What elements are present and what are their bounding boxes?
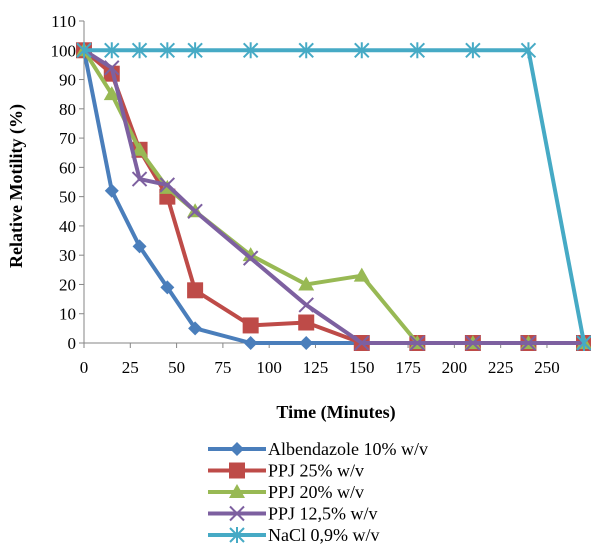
legend-label: PPJ 12,5% w/v <box>268 504 378 524</box>
legend-item: NaCl 0,9% w/v <box>208 525 380 545</box>
x-tick-label: 225 <box>488 358 514 377</box>
y-axis-ticks: 0 10 20 30 40 50 60 70 80 90 100 110 <box>51 12 84 353</box>
data-point <box>354 335 370 351</box>
y-tick-label: 0 <box>68 334 77 353</box>
legend-marker <box>229 505 245 522</box>
data-point <box>131 141 148 156</box>
data-point <box>187 282 204 299</box>
data-point <box>104 42 120 59</box>
data-point <box>298 297 314 313</box>
series-1 <box>77 43 591 350</box>
x-tick-label: 150 <box>349 358 375 377</box>
series-line <box>82 48 584 345</box>
y-tick-label: 40 <box>59 217 76 236</box>
data-point <box>354 42 370 59</box>
x-axis-ticks: 0 25 50 75 100 125 150 175 200 225 250 <box>80 343 560 377</box>
data-point <box>131 42 148 59</box>
data-point <box>298 314 315 331</box>
legend-marker <box>229 527 245 543</box>
x-tick-label: 100 <box>256 358 282 377</box>
data-point <box>242 42 259 59</box>
data-point <box>576 335 591 351</box>
legend-label: PPJ 25% w/v <box>268 461 364 481</box>
series-line <box>82 49 584 345</box>
data-point <box>242 247 259 262</box>
y-tick-label: 90 <box>59 71 76 90</box>
y-tick-label: 20 <box>59 275 76 294</box>
legend-item: PPJ 20% w/v <box>208 482 364 502</box>
y-tick-label: 80 <box>59 100 76 119</box>
y-tick-label: 50 <box>59 188 76 207</box>
data-point <box>131 171 148 187</box>
x-tick-label: 125 <box>303 358 329 377</box>
x-tick-label: 250 <box>534 358 560 377</box>
data-point <box>160 280 175 295</box>
data-point <box>520 42 537 59</box>
series-line <box>82 48 584 345</box>
data-point <box>104 183 119 198</box>
data-point <box>298 42 314 59</box>
data-point <box>520 335 537 351</box>
legend-item: PPJ 25% w/v <box>208 461 364 481</box>
x-tick-label: 75 <box>214 358 231 377</box>
y-tick-label: 100 <box>51 41 77 60</box>
series-5 <box>76 42 591 351</box>
series-4 <box>76 42 591 351</box>
series-line <box>84 48 586 344</box>
x-tick-label: 25 <box>122 358 139 377</box>
data-point <box>465 335 481 351</box>
series-layer <box>76 42 591 351</box>
legend-item: Albendazole 10% w/v <box>208 439 428 459</box>
data-point <box>242 317 259 334</box>
y-tick-label: 110 <box>51 12 76 31</box>
series-3 <box>76 42 591 349</box>
data-point <box>353 267 370 282</box>
data-point <box>242 250 259 266</box>
series-2 <box>76 42 591 351</box>
data-point <box>187 42 203 59</box>
data-point <box>103 86 120 101</box>
legend-marker <box>229 484 245 498</box>
data-point <box>132 239 147 254</box>
legend-marker <box>229 462 245 479</box>
data-point <box>409 42 426 59</box>
series-line <box>82 49 584 345</box>
data-point <box>159 177 176 193</box>
data-point <box>188 321 203 336</box>
legend-label: PPJ 20% w/v <box>268 482 364 502</box>
legend-item: PPJ 12,5% w/v <box>208 504 378 524</box>
legend-label: NaCl 0,9% w/v <box>268 525 380 545</box>
y-axis-title: Relative Motility (%) <box>6 104 27 268</box>
data-point <box>299 336 314 350</box>
data-point <box>76 42 92 59</box>
y-tick-label: 60 <box>59 158 76 177</box>
data-point <box>159 42 176 59</box>
data-point <box>465 42 481 59</box>
y-tick-label: 30 <box>59 246 76 265</box>
data-point <box>104 60 120 76</box>
y-tick-label: 10 <box>59 305 76 324</box>
data-point <box>409 335 426 351</box>
x-tick-label: 0 <box>80 358 89 377</box>
legend-label: Albendazole 10% w/v <box>268 439 428 459</box>
legend-marker <box>230 442 244 456</box>
x-axis-title: Time (Minutes) <box>276 402 395 423</box>
data-point <box>243 336 258 350</box>
data-point <box>298 276 315 291</box>
x-tick-label: 175 <box>395 358 421 377</box>
x-tick-label: 200 <box>442 358 468 377</box>
y-tick-label: 70 <box>59 129 76 148</box>
x-tick-label: 50 <box>168 358 185 377</box>
data-point <box>187 203 203 219</box>
